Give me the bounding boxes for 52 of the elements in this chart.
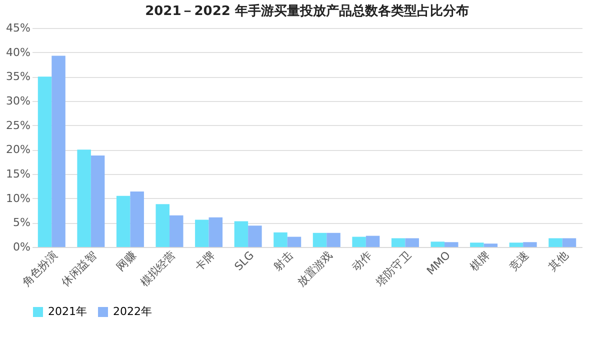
chart-title: 2021－2022 年手游买量投放产品总数各类型占比分布 <box>145 3 469 19</box>
x-tick-label: 其他 <box>546 248 571 274</box>
x-tick-label: 塔防守卫 <box>372 248 414 290</box>
bar <box>287 236 302 247</box>
y-tick-label: 15% <box>6 168 30 180</box>
y-tick-label: 40% <box>6 46 30 59</box>
y-tick-label: 20% <box>6 143 30 156</box>
x-tick-label: 放置游戏 <box>294 248 336 290</box>
bar <box>38 76 52 247</box>
bar <box>312 232 327 247</box>
bar <box>52 56 66 247</box>
bar <box>391 238 406 247</box>
bar <box>274 232 288 247</box>
x-tick-label: 网赚 <box>114 248 139 274</box>
bar <box>116 196 130 247</box>
bar <box>470 242 484 247</box>
legend-label: 2021年 <box>48 305 87 318</box>
x-tick-label: 棋牌 <box>468 248 492 274</box>
x-tick-label: 休闲益智 <box>59 248 100 290</box>
bar <box>523 242 537 247</box>
y-tick-label: 10% <box>6 192 30 205</box>
bar <box>130 192 144 247</box>
y-tick-label: 25% <box>6 118 30 132</box>
y-tick-label: 35% <box>6 70 30 84</box>
y-tick-label: 0% <box>13 240 30 254</box>
legend-label: 2022年 <box>113 305 152 318</box>
bar <box>430 242 444 247</box>
bar <box>366 236 380 247</box>
bar <box>484 244 498 247</box>
bar <box>234 221 248 247</box>
x-tick-label: 竞速 <box>506 248 532 274</box>
y-tick-label: 5% <box>13 216 30 230</box>
bar <box>195 220 209 247</box>
x-tick-label: 动作 <box>350 248 374 274</box>
bar <box>562 238 576 247</box>
bar <box>405 238 419 247</box>
bar <box>352 236 366 247</box>
x-tick-label: 射击 <box>271 248 296 274</box>
bar <box>509 242 524 247</box>
bar <box>548 238 562 247</box>
bar <box>170 215 184 247</box>
bar <box>90 156 105 247</box>
bar <box>156 204 170 247</box>
x-tick-label: 模拟经营 <box>138 248 178 290</box>
y-tick-label: 45% <box>6 22 30 34</box>
bar <box>326 232 340 247</box>
x-tick-label: 卡牌 <box>192 248 218 274</box>
bar <box>77 150 91 247</box>
bar <box>208 217 223 247</box>
bar <box>248 226 262 247</box>
y-tick-label: 30% <box>6 94 30 108</box>
bar <box>444 242 458 247</box>
